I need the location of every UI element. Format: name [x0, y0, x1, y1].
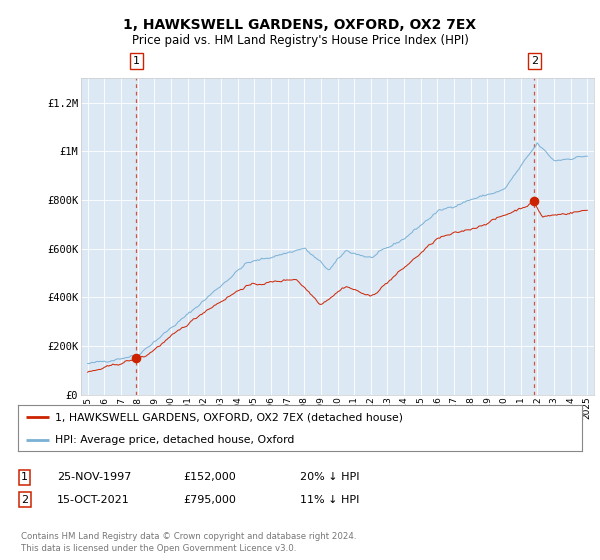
Point [530, 197, 539, 206]
Text: Contains HM Land Registry data © Crown copyright and database right 2024.
This d: Contains HM Land Registry data © Crown c… [21, 532, 356, 553]
Point [131, 353, 141, 362]
Text: 11% ↓ HPI: 11% ↓ HPI [300, 494, 359, 505]
Text: HPI: Average price, detached house, Oxford: HPI: Average price, detached house, Oxfo… [55, 435, 294, 445]
Text: 25-NOV-1997: 25-NOV-1997 [57, 472, 131, 482]
Text: 1: 1 [21, 472, 28, 482]
Text: Price paid vs. HM Land Registry's House Price Index (HPI): Price paid vs. HM Land Registry's House … [131, 34, 469, 47]
Text: 15-OCT-2021: 15-OCT-2021 [57, 494, 130, 505]
Text: £152,000: £152,000 [183, 472, 236, 482]
Text: 1, HAWKSWELL GARDENS, OXFORD, OX2 7EX (detached house): 1, HAWKSWELL GARDENS, OXFORD, OX2 7EX (d… [55, 412, 403, 422]
Text: 2: 2 [531, 56, 538, 66]
Text: 2: 2 [21, 494, 28, 505]
Text: 1: 1 [133, 56, 140, 66]
Text: 20% ↓ HPI: 20% ↓ HPI [300, 472, 359, 482]
Text: £795,000: £795,000 [183, 494, 236, 505]
Text: 1, HAWKSWELL GARDENS, OXFORD, OX2 7EX: 1, HAWKSWELL GARDENS, OXFORD, OX2 7EX [124, 18, 476, 32]
